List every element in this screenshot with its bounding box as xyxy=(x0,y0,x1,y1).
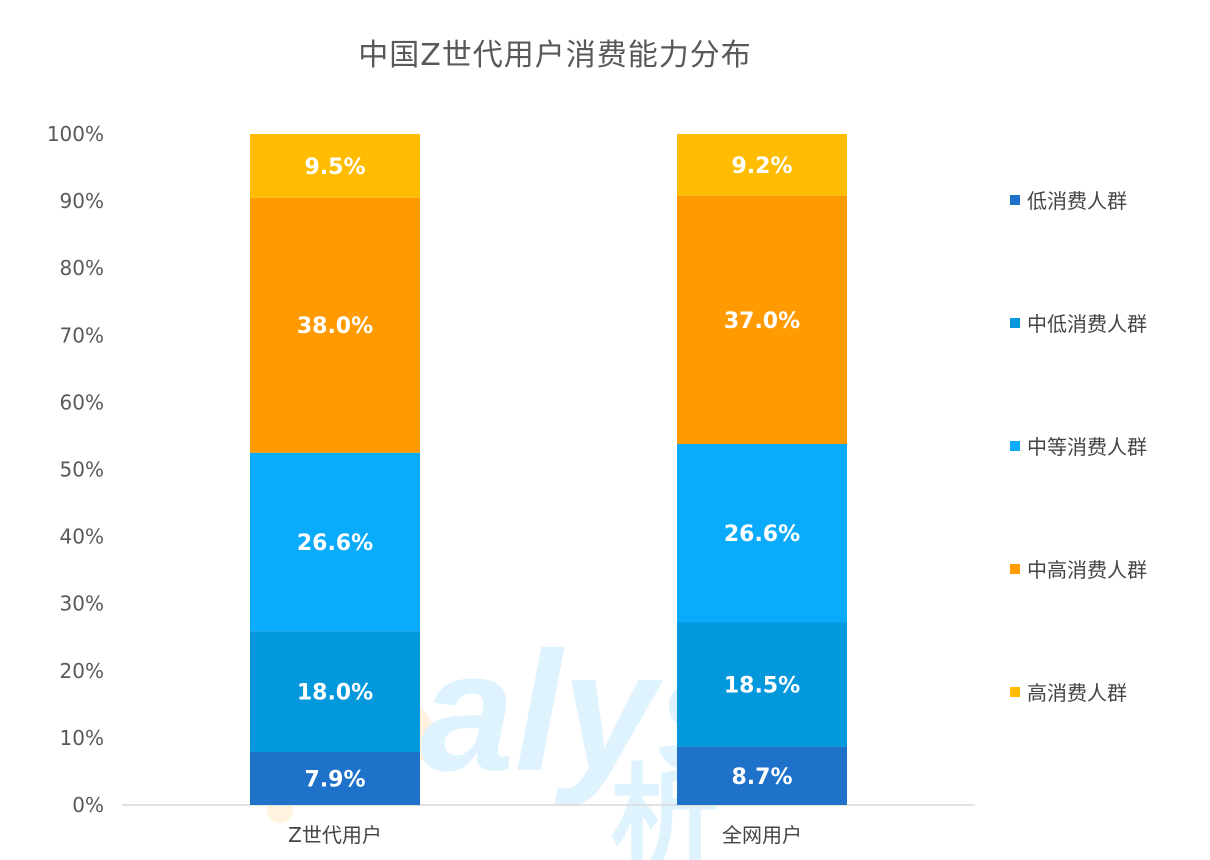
legend-item: 中等消费人群 xyxy=(1010,431,1147,461)
data-label: 26.6% xyxy=(724,522,800,547)
x-tick-label: 全网用户 xyxy=(722,823,802,847)
legend-item: 低消费人群 xyxy=(1010,185,1127,215)
y-tick-label: 60% xyxy=(60,390,104,414)
y-tick-label: 20% xyxy=(60,659,104,683)
bar-segment xyxy=(677,622,847,747)
legend-swatch xyxy=(1010,440,1020,451)
legend-swatch xyxy=(1010,194,1020,205)
data-label: 9.2% xyxy=(731,154,792,179)
x-tick-label: Z世代用户 xyxy=(288,823,382,847)
bar-segment xyxy=(677,134,847,196)
y-tick-label: 90% xyxy=(60,189,104,213)
bar-segment xyxy=(250,197,420,453)
legend-item: 中高消费人群 xyxy=(1010,554,1147,584)
bar-segment xyxy=(250,134,420,198)
data-label: 18.5% xyxy=(724,674,800,699)
data-label: 18.0% xyxy=(297,681,373,706)
legend-swatch xyxy=(1010,317,1020,328)
data-label: 26.6% xyxy=(297,531,373,556)
bar-segment xyxy=(677,746,847,805)
bar-segment xyxy=(250,452,420,632)
data-label: 7.9% xyxy=(304,767,365,792)
legend-label: 中低消费人群 xyxy=(1027,312,1147,336)
data-label: 37.0% xyxy=(724,309,800,334)
legend-item: 中低消费人群 xyxy=(1010,308,1147,338)
legend-label: 中等消费人群 xyxy=(1027,435,1147,459)
legend-swatch xyxy=(1010,686,1020,697)
legend-label: 中高消费人群 xyxy=(1027,558,1147,582)
data-label: 38.0% xyxy=(297,314,373,339)
chart-plot-area: 0% 10% 20% 30% 40% 50% 60% 70% 80% 90% 100% 7.9% 18.… xyxy=(47,122,975,847)
legend-swatch xyxy=(1010,563,1020,574)
data-label: 9.5% xyxy=(304,155,365,180)
y-tick-label: 100% xyxy=(47,122,104,146)
y-tick-label: 30% xyxy=(60,592,104,616)
y-tick-label: 10% xyxy=(60,726,104,750)
bar-segment xyxy=(677,195,847,445)
legend-label: 低消费人群 xyxy=(1027,189,1127,213)
legend-item: 高消费人群 xyxy=(1010,677,1127,707)
y-tick-label: 80% xyxy=(60,256,104,280)
y-tick-label: 50% xyxy=(60,458,104,482)
y-tick-label: 40% xyxy=(60,525,104,549)
chart-title: 中国Z世代用户消费能力分布 xyxy=(358,38,752,73)
bar-segment xyxy=(250,631,420,752)
bar-segment xyxy=(250,751,420,805)
bar-segment xyxy=(677,444,847,623)
y-tick-label: 0% xyxy=(72,793,104,817)
legend-label: 高消费人群 xyxy=(1027,681,1127,705)
data-label: 8.7% xyxy=(731,765,792,790)
y-tick-label: 70% xyxy=(60,323,104,347)
